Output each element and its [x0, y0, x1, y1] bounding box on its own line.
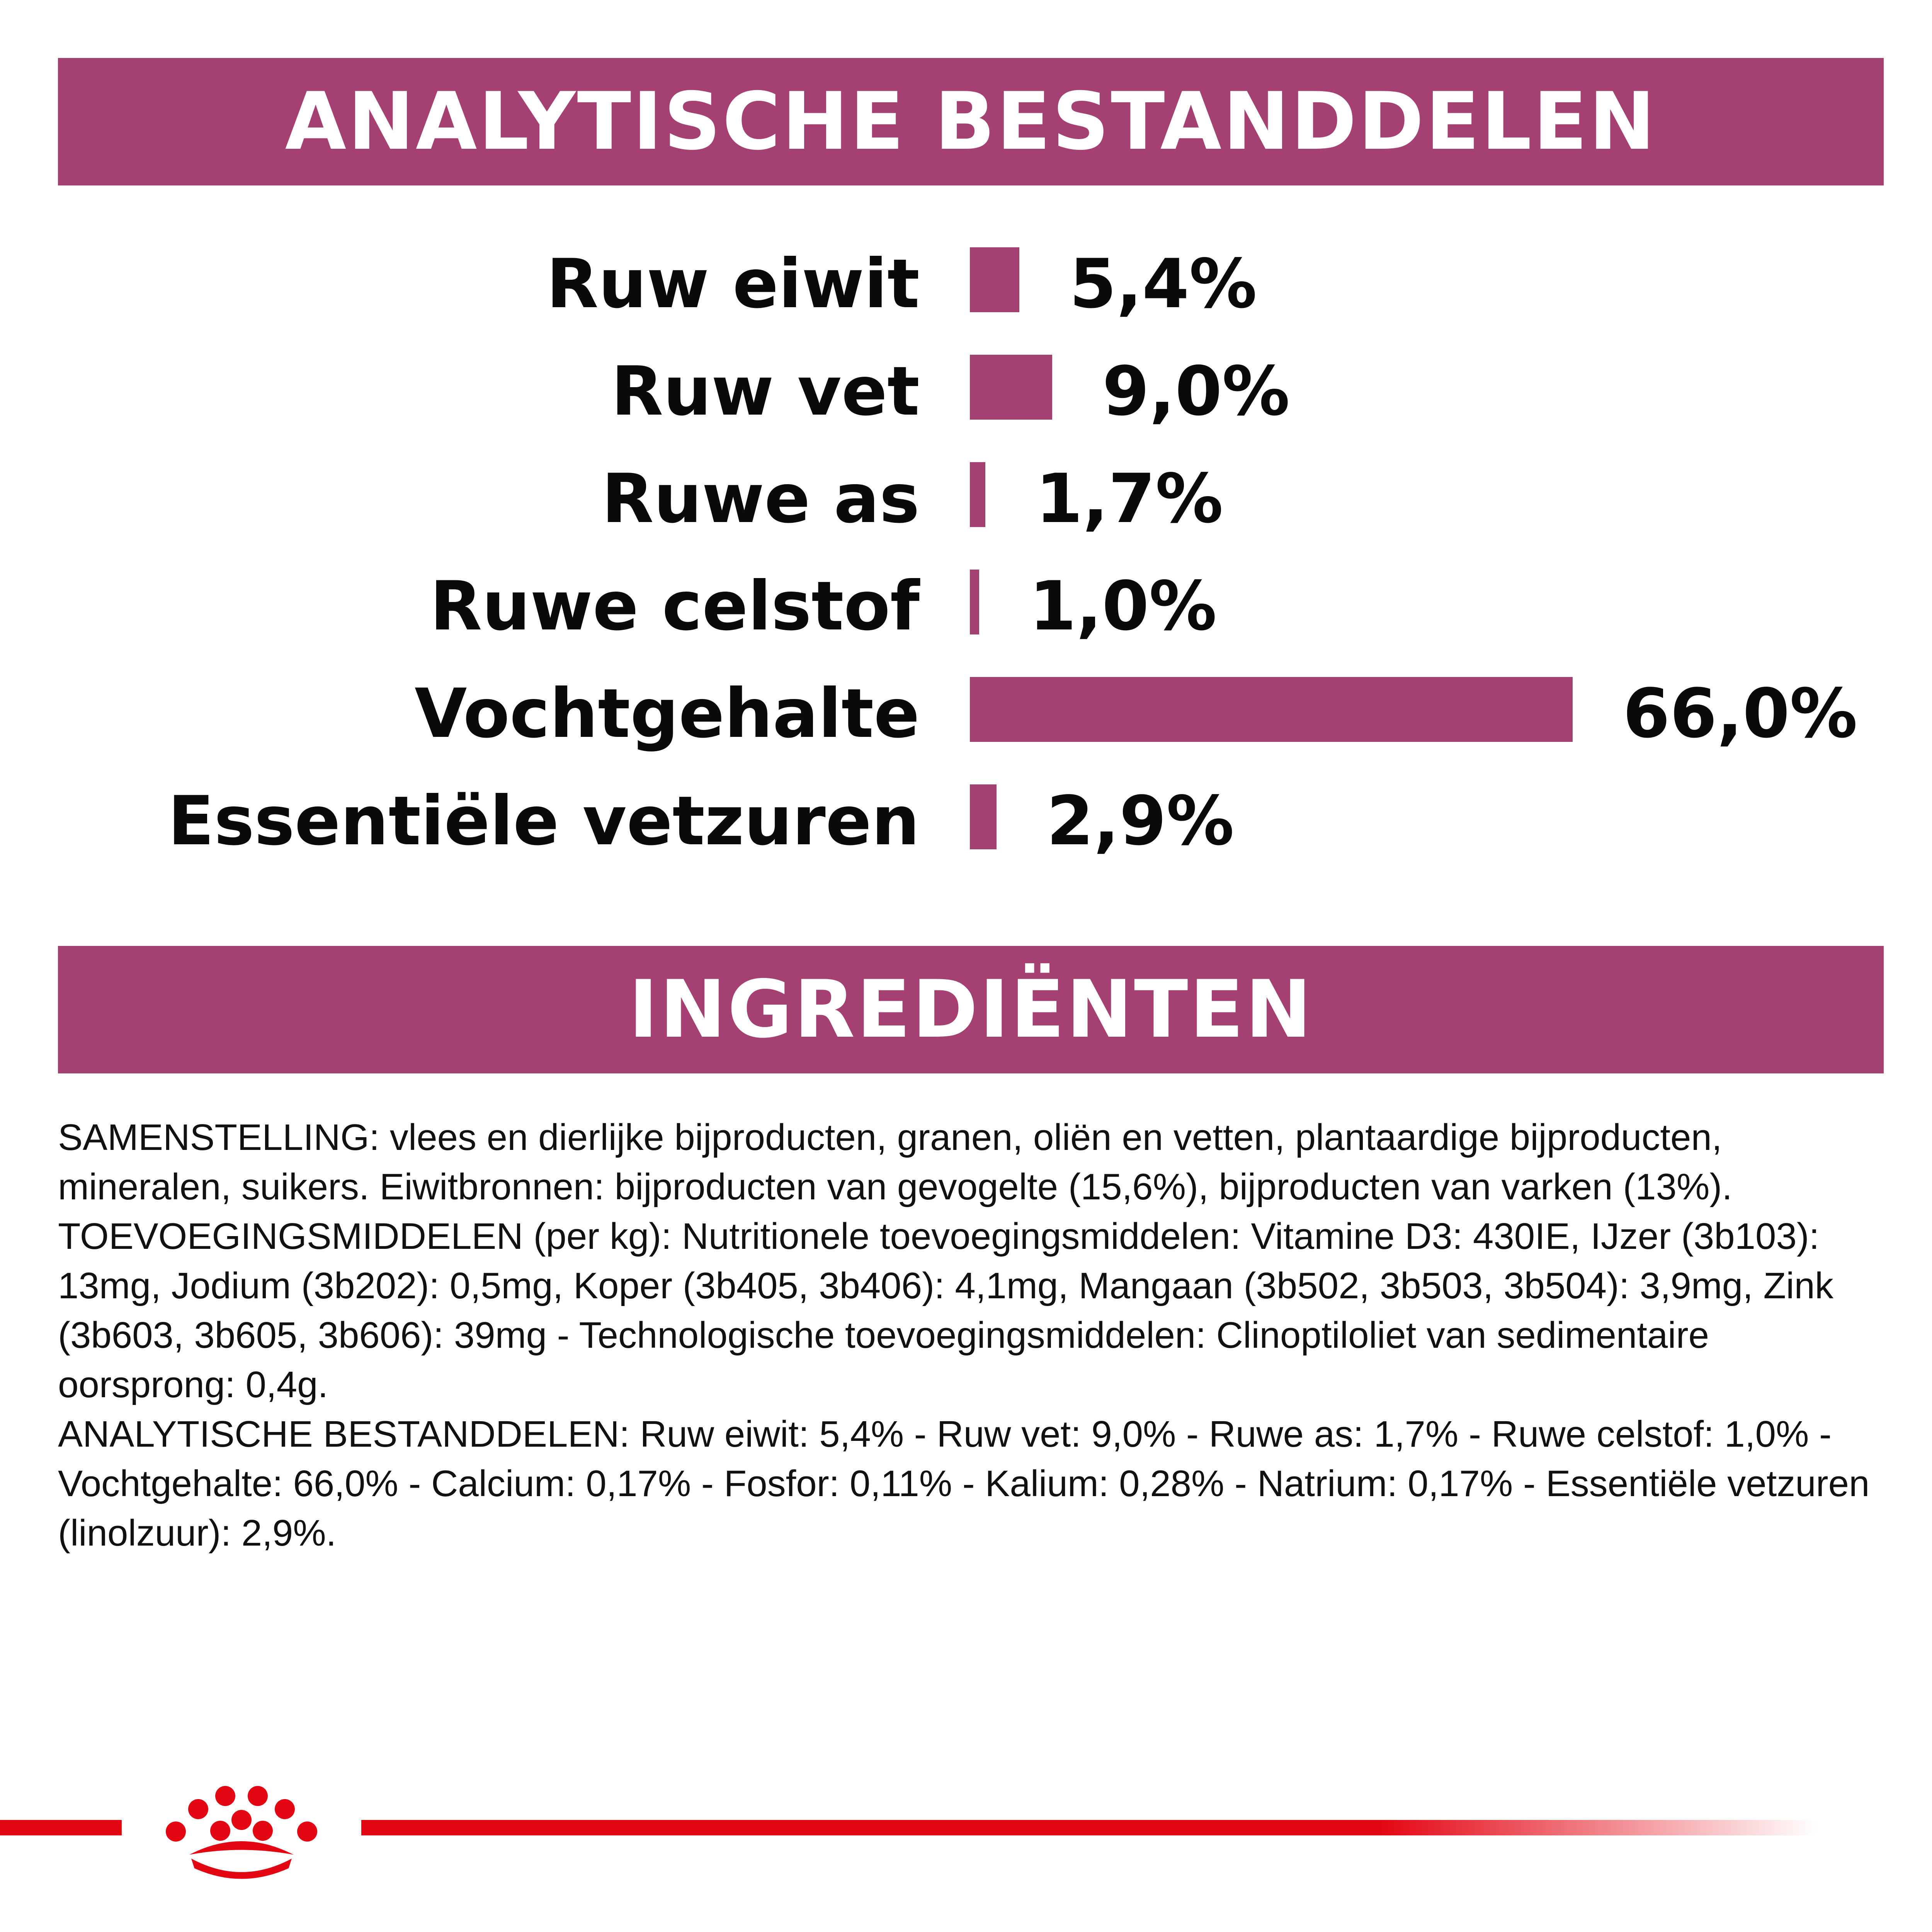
bar-label: Essentiële vetzuren — [168, 782, 920, 861]
composition-paragraph: SAMENSTELLING: vlees en dierlijke bijpro… — [58, 1117, 1733, 1208]
bar-value-label: 1,0% — [1029, 567, 1217, 646]
bar-value-label: 9,0% — [1102, 352, 1290, 431]
composition-text: SAMENSTELLING: vlees en dierlijke bijpro… — [58, 1113, 1882, 1558]
bar-label: Ruw eiwit — [546, 245, 920, 323]
bar-label: Vochtgehalte — [414, 675, 920, 753]
bar — [970, 677, 1573, 742]
bar — [970, 355, 1052, 420]
ingredients-header-banner: INGREDIËNTEN — [58, 946, 1884, 1073]
royal-canin-crown-icon — [166, 1786, 317, 1879]
bar-label: Ruwe celstof — [430, 567, 920, 646]
bar-value-label: 5,4% — [1069, 245, 1257, 323]
footer-line-right — [361, 1820, 1816, 1835]
footer — [0, 1766, 1932, 1889]
bar-label: Ruw vet — [611, 352, 920, 431]
bar-value-label: 66,0% — [1623, 675, 1858, 753]
analytic-header-title: ANALYTISCHE BESTANDDELEN — [285, 75, 1657, 168]
bar — [970, 462, 986, 527]
analytic-bar-chart: Ruw eiwit 5,4% Ruw vet 9,0% Ruwe as 1,7% Ruwe … — [0, 216, 1932, 896]
bar — [970, 784, 997, 849]
footer-line-left — [0, 1820, 122, 1835]
analytic-paragraph: ANALYTISCHE BESTANDDELEN: Ruw eiwit: 5,4… — [58, 1413, 1870, 1554]
ingredients-header-title: INGREDIËNTEN — [628, 963, 1313, 1056]
bar-label: Ruwe as — [602, 460, 920, 538]
bar — [970, 247, 1019, 312]
bar — [970, 570, 979, 634]
bar-value-label: 1,7% — [1036, 460, 1223, 538]
bar-value-label: 2,9% — [1046, 782, 1234, 861]
additives-paragraph: TOEVOEGINGSMIDDELEN (per kg): Nutritione… — [58, 1216, 1833, 1405]
analytic-header-banner: ANALYTISCHE BESTANDDELEN — [58, 58, 1884, 185]
